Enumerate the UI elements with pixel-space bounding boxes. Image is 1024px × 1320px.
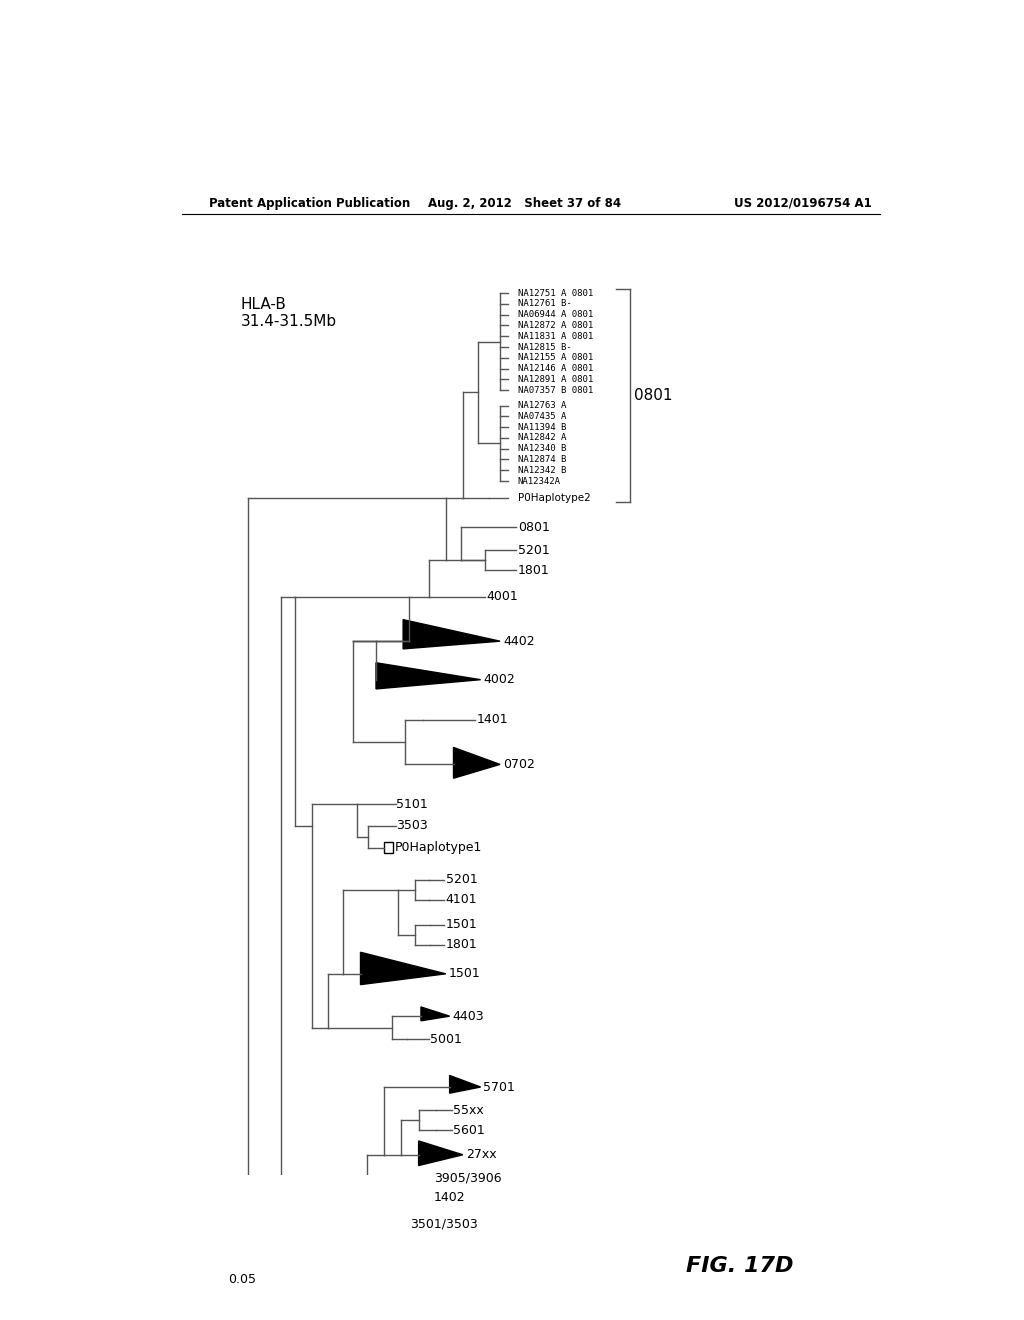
Text: NA06944 A 0801: NA06944 A 0801 [518,310,593,319]
Polygon shape [360,952,445,985]
Bar [384,842,393,853]
Text: NA07435 A: NA07435 A [518,412,566,421]
Text: 55xx: 55xx [454,1104,484,1117]
Text: 4402: 4402 [503,635,535,648]
Text: FIG. 17D: FIG. 17D [686,1257,794,1276]
Text: NA12891 A 0801: NA12891 A 0801 [518,375,593,384]
Text: NA11831 A 0801: NA11831 A 0801 [518,331,593,341]
Text: NA12342A: NA12342A [518,477,561,486]
Text: NA12761 B-: NA12761 B- [518,300,571,309]
Text: 1801: 1801 [445,939,477,952]
Text: 31.4-31.5Mb: 31.4-31.5Mb [241,314,337,329]
Text: 3503: 3503 [396,820,428,833]
Text: 4403: 4403 [452,1010,483,1023]
Text: Patent Application Publication: Patent Application Publication [209,197,411,210]
Text: 0801: 0801 [634,388,673,403]
Polygon shape [376,663,480,689]
Text: NA07357 B 0801: NA07357 B 0801 [518,385,593,395]
Text: NA12340 B: NA12340 B [518,445,566,453]
Text: P0Haplotype2: P0Haplotype2 [518,492,591,503]
Text: NA11394 B: NA11394 B [518,422,566,432]
Text: 1801: 1801 [518,564,550,577]
Text: 5101: 5101 [396,797,428,810]
Polygon shape [421,1007,450,1020]
Text: NA12842 A: NA12842 A [518,433,566,442]
Text: HLA-B: HLA-B [241,297,287,312]
Text: 3905/3906: 3905/3906 [434,1171,502,1184]
Text: NA12763 A: NA12763 A [518,401,566,411]
Text: 0801: 0801 [518,520,550,533]
Text: 0702: 0702 [503,758,535,771]
Text: 0.05: 0.05 [228,1272,256,1286]
Text: 5201: 5201 [445,874,477,887]
Text: NA12872 A 0801: NA12872 A 0801 [518,321,593,330]
Text: 1501: 1501 [449,968,480,981]
Text: NA12874 B: NA12874 B [518,455,566,463]
Text: 5201: 5201 [518,544,550,557]
Text: 1501: 1501 [445,917,477,931]
Text: 4101: 4101 [445,894,477,907]
Text: 27xx: 27xx [466,1148,497,1162]
Text: 3501/3503: 3501/3503 [410,1217,478,1230]
Text: NA12751 A 0801: NA12751 A 0801 [518,289,593,297]
Polygon shape [403,619,500,649]
Text: US 2012/0196754 A1: US 2012/0196754 A1 [734,197,872,210]
Text: 1401: 1401 [477,713,508,726]
Text: 5701: 5701 [483,1081,515,1093]
Polygon shape [419,1140,463,1166]
Polygon shape [367,1214,407,1229]
Text: P0Haplotype1: P0Haplotype1 [394,841,482,854]
Text: 4002: 4002 [483,673,515,686]
Text: NA12146 A 0801: NA12146 A 0801 [518,364,593,374]
Text: 1402: 1402 [434,1192,466,1204]
Text: 5001: 5001 [430,1032,462,1045]
Text: NA12342 B: NA12342 B [518,466,566,475]
Text: NA12155 A 0801: NA12155 A 0801 [518,354,593,362]
Text: 5601: 5601 [454,1123,485,1137]
Text: 4001: 4001 [486,590,518,603]
Text: Aug. 2, 2012   Sheet 37 of 84: Aug. 2, 2012 Sheet 37 of 84 [428,197,622,210]
Text: NA12815 B-: NA12815 B- [518,343,571,351]
Polygon shape [454,747,500,779]
Polygon shape [450,1076,480,1093]
